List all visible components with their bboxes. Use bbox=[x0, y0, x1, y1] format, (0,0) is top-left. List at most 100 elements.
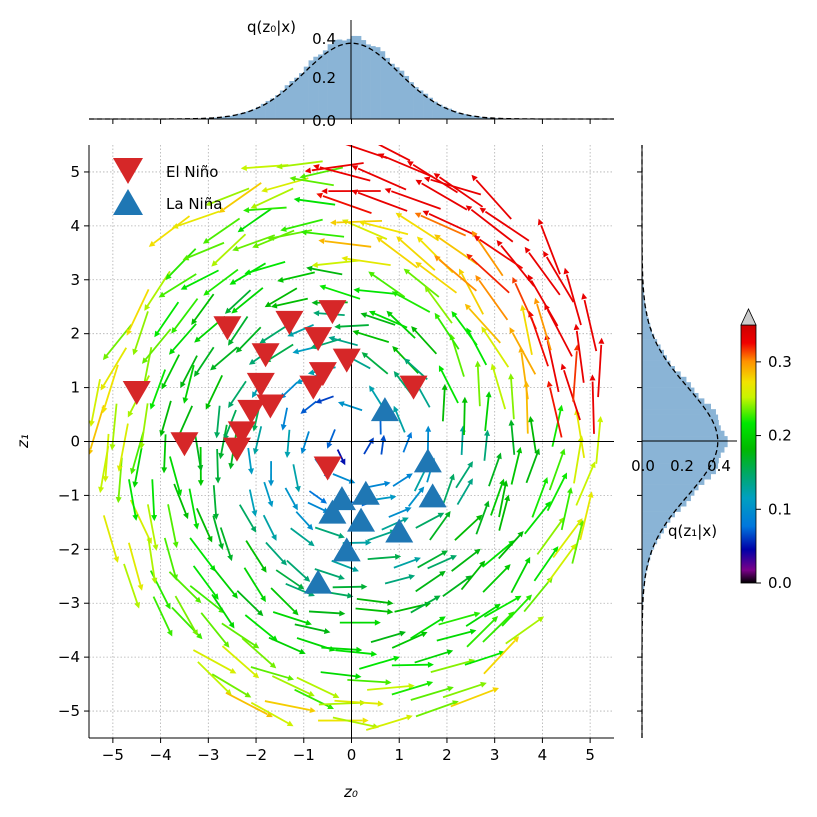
el-nino-marker bbox=[304, 327, 333, 352]
right-hist-bar bbox=[642, 355, 667, 361]
quiver-arrow bbox=[202, 217, 241, 244]
quiver-arrow-shaft bbox=[184, 364, 195, 400]
quiver-arrow-shaft bbox=[193, 293, 215, 322]
quiver-arrow-head bbox=[358, 220, 366, 226]
quiver-arrow-shaft bbox=[345, 145, 388, 160]
quiver-arrow-head bbox=[408, 574, 416, 580]
top-hist-bar bbox=[299, 73, 305, 119]
quiver-arrow-shaft bbox=[440, 369, 459, 404]
quiver-arrow bbox=[196, 508, 213, 543]
quiver-arrow-shaft bbox=[128, 289, 150, 331]
quiver-arrow bbox=[473, 235, 523, 270]
quiver-arrow-shaft bbox=[474, 235, 504, 277]
quiver-arrow bbox=[171, 210, 220, 229]
el-nino-marker bbox=[275, 310, 304, 335]
quiver-arrow-shaft bbox=[262, 514, 276, 539]
quiver-arrow-shaft bbox=[465, 605, 498, 627]
quiver-arrow bbox=[326, 429, 336, 449]
quiver-arrow bbox=[221, 622, 260, 649]
quiver-arrow bbox=[101, 364, 119, 414]
quiver-arrow-head bbox=[384, 480, 391, 487]
quiver-arrow bbox=[299, 166, 344, 180]
el-nino-marker bbox=[308, 362, 337, 387]
quiver-arrow-shaft bbox=[319, 166, 371, 182]
quiver-arrow bbox=[451, 310, 478, 346]
quiver-arrow bbox=[563, 267, 582, 326]
quiver-arrow-shaft bbox=[571, 524, 583, 564]
quiver-arrow bbox=[268, 636, 306, 655]
quiver-arrow bbox=[528, 415, 537, 453]
quiver-arrow bbox=[238, 504, 257, 533]
top-hist-bar bbox=[466, 114, 472, 119]
quiver-arrow bbox=[392, 473, 413, 487]
right-marginal-label: q(z₁|x) bbox=[668, 522, 717, 540]
quiver-arrow bbox=[481, 540, 515, 568]
quiver-arrow-shaft bbox=[419, 264, 458, 294]
quiver-arrow-shaft bbox=[420, 214, 467, 237]
quiver-arrow-head bbox=[284, 451, 291, 458]
quiver-arrow-shaft bbox=[262, 325, 287, 343]
x-tick-label: 2 bbox=[442, 746, 452, 764]
quiver-arrow-head bbox=[256, 609, 264, 617]
quiver-arrow-head bbox=[573, 323, 580, 331]
y-tick-label: 4 bbox=[70, 217, 80, 235]
quiver-arrow-shaft bbox=[384, 155, 434, 178]
quiver-arrow bbox=[436, 628, 477, 642]
y-tick-label: 1 bbox=[70, 379, 80, 397]
quiver-arrow-head bbox=[563, 267, 570, 275]
quiver-arrow-shaft bbox=[456, 480, 472, 506]
right-hist-bar bbox=[642, 339, 658, 345]
quiver-arrow bbox=[146, 504, 159, 551]
legend-marker-el-nino bbox=[113, 158, 143, 184]
quiver-arrow bbox=[245, 540, 267, 573]
quiver-arrow bbox=[415, 700, 459, 718]
quiver-arrow bbox=[235, 326, 262, 353]
quiver-arrow bbox=[465, 603, 501, 627]
quiver-arrow bbox=[466, 253, 510, 294]
quiver-arrow-head bbox=[544, 303, 550, 311]
quiver-arrow bbox=[89, 404, 105, 456]
quiver-arrow bbox=[315, 395, 334, 404]
quiver-arrow-head bbox=[461, 396, 468, 403]
colorbar-tick-label: 0.3 bbox=[768, 353, 792, 371]
quiver-arrow-shaft bbox=[324, 240, 372, 248]
quiver-arrow-head bbox=[116, 465, 123, 472]
quiver-arrow-head bbox=[250, 525, 257, 533]
quiver-arrow-head bbox=[365, 539, 372, 546]
quiver-arrow bbox=[332, 473, 356, 484]
x-tick-label: −4 bbox=[150, 746, 172, 764]
quiver-arrow-shaft bbox=[476, 366, 481, 407]
top-hist-bar bbox=[217, 117, 223, 119]
right-hist-bar bbox=[642, 576, 646, 582]
quiver-arrow-shaft bbox=[453, 314, 478, 346]
quiver-arrow-shaft bbox=[229, 316, 249, 343]
el-nino-marker bbox=[332, 348, 361, 373]
quiver-arrow-head bbox=[387, 599, 394, 606]
quiver-arrow-shaft bbox=[284, 487, 298, 509]
quiver-arrow-head bbox=[376, 236, 383, 243]
quiver-arrow bbox=[318, 717, 369, 724]
quiver-arrow-shaft bbox=[470, 257, 510, 294]
quiver-arrow-shaft bbox=[479, 238, 523, 270]
quiver-arrow-head bbox=[402, 517, 409, 523]
top-hist-bar bbox=[222, 116, 228, 119]
quiver-arrow bbox=[171, 606, 203, 640]
quiver-arrow-shaft bbox=[524, 504, 549, 535]
quiver-arrow bbox=[450, 687, 500, 708]
quiver-arrow-head bbox=[517, 530, 524, 538]
quiver-arrow-head bbox=[165, 273, 172, 280]
quiver-arrow bbox=[192, 649, 237, 674]
quiver-arrow bbox=[581, 293, 598, 352]
quiver-arrow bbox=[415, 512, 445, 529]
quiver-arrow-head bbox=[132, 481, 139, 488]
el-nino-marker bbox=[251, 343, 280, 368]
quiver-arrow bbox=[498, 480, 509, 518]
quiver-arrow bbox=[410, 685, 454, 701]
x-axis-label: z₀ bbox=[343, 783, 358, 801]
quiver-arrow-head bbox=[393, 371, 400, 378]
quiver-arrow-head bbox=[194, 336, 201, 343]
quiver-arrow-head bbox=[474, 360, 481, 367]
quiver-arrow bbox=[475, 500, 490, 535]
quiver-arrow-head bbox=[396, 236, 403, 243]
quiver-arrow-head bbox=[433, 595, 441, 602]
